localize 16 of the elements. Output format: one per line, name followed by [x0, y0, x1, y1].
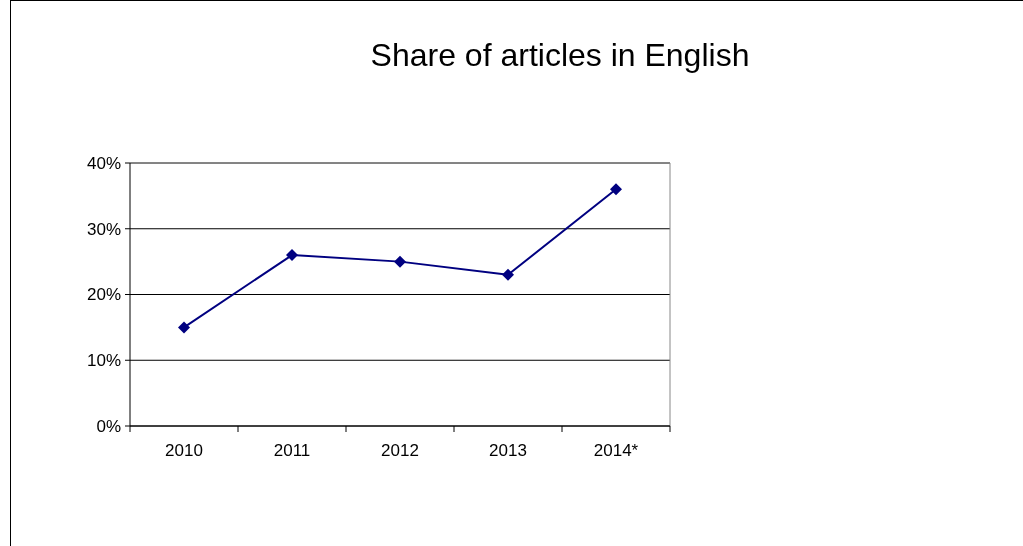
x-tick-label: 2011: [273, 441, 311, 460]
y-tick-label: 20%: [86, 285, 121, 305]
y-tick-label: 0%: [96, 416, 121, 436]
point: [610, 183, 622, 196]
chart-title: Share of articles in English: [370, 37, 750, 73]
y-tick-label: 10%: [86, 351, 121, 371]
x-tick-label: 2010: [165, 441, 203, 460]
x-tick-label: 2012: [381, 441, 419, 460]
point: [178, 321, 190, 334]
y-tick-label: 40%: [86, 153, 121, 173]
point: [502, 268, 514, 281]
point: [286, 249, 298, 262]
point: [394, 255, 406, 268]
x-tick-label: 2013: [489, 441, 527, 460]
y-tick-label: 30%: [86, 219, 121, 239]
x-tick-label: 2014*: [593, 441, 639, 460]
